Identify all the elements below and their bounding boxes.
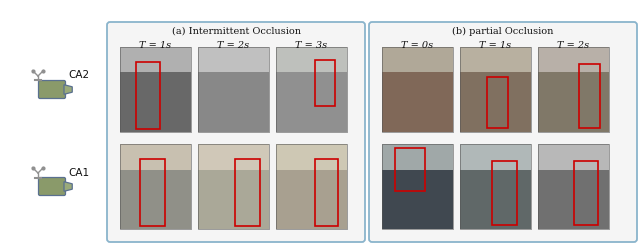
Bar (235, 159, 260, 226)
Bar (198, 144, 269, 170)
Bar (460, 144, 531, 229)
Bar (382, 144, 453, 229)
Bar (120, 144, 191, 229)
Bar (538, 47, 609, 73)
Text: T = 2s: T = 2s (557, 41, 589, 50)
Bar (460, 144, 531, 229)
Bar (276, 47, 347, 73)
Bar (538, 144, 609, 229)
Polygon shape (64, 85, 72, 94)
Bar (140, 159, 164, 226)
Bar (460, 47, 531, 132)
Bar (315, 60, 335, 107)
Bar (120, 47, 191, 132)
Bar (573, 161, 598, 225)
Bar (276, 144, 347, 170)
Bar (315, 159, 339, 226)
Bar (538, 144, 609, 170)
Bar (579, 64, 600, 128)
Bar (120, 47, 191, 132)
Bar (198, 144, 269, 229)
Bar (487, 77, 508, 128)
FancyBboxPatch shape (369, 22, 637, 242)
Bar (382, 144, 453, 170)
Bar (120, 144, 191, 170)
Bar (492, 161, 517, 225)
Bar (382, 144, 453, 229)
Polygon shape (64, 182, 72, 191)
Bar (538, 144, 609, 229)
Bar (120, 144, 191, 229)
Bar (460, 47, 531, 73)
Bar (382, 47, 453, 73)
Text: T = 1s: T = 1s (140, 41, 172, 50)
Bar (538, 47, 609, 132)
Bar (120, 47, 191, 73)
Bar (136, 62, 161, 129)
Bar (538, 47, 609, 132)
Text: T = 3s: T = 3s (296, 41, 328, 50)
Bar (395, 148, 424, 191)
Bar (198, 144, 269, 229)
Text: CA2: CA2 (68, 71, 89, 81)
Bar (198, 47, 269, 132)
FancyBboxPatch shape (38, 81, 65, 98)
Bar (198, 47, 269, 132)
Text: T = 0s: T = 0s (401, 41, 433, 50)
FancyBboxPatch shape (107, 22, 365, 242)
Bar (276, 144, 347, 229)
Text: (a) Intermittent Occlusion: (a) Intermittent Occlusion (172, 27, 301, 36)
Bar (198, 47, 269, 73)
Bar (382, 47, 453, 132)
Bar (460, 47, 531, 132)
Bar (276, 47, 347, 132)
Text: (b) partial Occlusion: (b) partial Occlusion (452, 27, 554, 36)
Bar (460, 144, 531, 170)
Text: T = 2s: T = 2s (218, 41, 250, 50)
FancyBboxPatch shape (38, 177, 65, 196)
Text: T = 1s: T = 1s (479, 41, 511, 50)
Bar (382, 47, 453, 132)
Bar (276, 144, 347, 229)
Text: CA1: CA1 (68, 168, 89, 177)
Bar (276, 47, 347, 132)
